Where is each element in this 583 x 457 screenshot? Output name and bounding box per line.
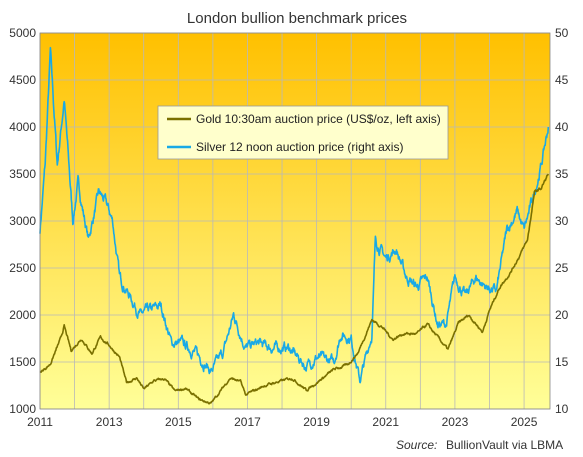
x-tick-label: 2019	[303, 415, 330, 429]
y-left-tick-label: 2500	[9, 261, 36, 275]
y-left-tick-label: 2000	[9, 308, 36, 322]
y-left-tick-label: 5000	[9, 26, 36, 40]
axis-labels: 1000 1500 2000 2500 3000 3500 4000 4500 5000 10 15…	[9, 26, 568, 429]
x-tick-label: 2013	[96, 415, 123, 429]
series-line-gold	[39, 173, 549, 405]
x-tick-label: 2011	[27, 415, 53, 429]
legend-box	[157, 105, 449, 160]
y-right-tick-label: 45	[555, 73, 569, 87]
legend-silver-label: Silver 12 noon auction price (right axis…	[196, 140, 403, 154]
y-left-tick-label: 4500	[9, 73, 36, 87]
y-left-tick-label: 1500	[9, 355, 36, 369]
source-label: Source:	[396, 438, 437, 452]
plot-border	[39, 32, 551, 410]
x-tick-label: 2015	[165, 415, 192, 429]
x-tick-label: 2017	[234, 415, 261, 429]
y-left-tick-label: 1000	[9, 402, 36, 416]
y-right-tick-label: 50	[555, 26, 569, 40]
x-tick-label: 2021	[372, 415, 399, 429]
y-right-tick-label: 15	[555, 355, 569, 369]
legend: Gold 10:30am auction price (US$/oz, left…	[157, 105, 449, 160]
y-right-tick-label: 20	[555, 308, 569, 322]
x-tick-label: 2025	[511, 415, 538, 429]
chart-title: London bullion benchmark prices	[187, 10, 407, 27]
y-left-tick-label: 3000	[9, 214, 36, 228]
y-right-tick-label: 10	[555, 402, 569, 416]
source-text: BullionVault via LBMA	[446, 438, 563, 452]
series-lines	[39, 46, 550, 405]
y-right-tick-label: 25	[555, 261, 569, 275]
y-left-tick-label: 3500	[9, 167, 36, 181]
series-line-silver	[39, 46, 550, 384]
y-right-tick-label: 40	[555, 120, 569, 134]
legend-gold-label: Gold 10:30am auction price (US$/oz, left…	[196, 112, 441, 126]
y-right-tick-label: 30	[555, 214, 569, 228]
x-tick-label: 2023	[442, 415, 469, 429]
y-right-tick-label: 35	[555, 167, 569, 181]
y-left-tick-label: 4000	[9, 120, 36, 134]
